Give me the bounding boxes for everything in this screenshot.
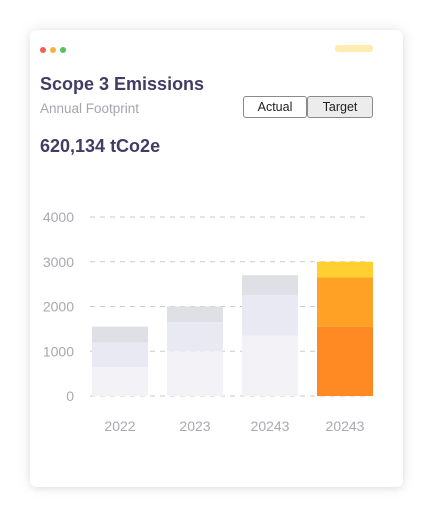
x-tick-label: 20243 (251, 418, 290, 434)
close-dot-icon (40, 47, 46, 53)
emissions-card: Scope 3 Emissions Annual Footprint Actua… (30, 30, 403, 487)
bar-segment (317, 277, 373, 327)
bar-segment (92, 342, 148, 367)
emissions-bar-chart: 0 1000 2000 3000 4000 2022 2023 20243 20243 (43, 209, 373, 434)
bar-segment (167, 306, 223, 323)
card-title: Scope 3 Emissions (40, 74, 205, 94)
bar-segment (167, 322, 223, 352)
bar-segment (317, 261, 373, 278)
x-tick-label: 2023 (179, 418, 210, 434)
x-tick-label: 20243 (326, 418, 365, 434)
target-toggle-button[interactable]: Target (307, 96, 373, 118)
header-accent-bar (335, 45, 373, 52)
actual-toggle-button[interactable]: Actual (243, 96, 307, 118)
bar-segment (242, 295, 298, 336)
bar-segment (242, 335, 298, 396)
x-tick-label: 2022 (104, 418, 135, 434)
y-tick-label: 2000 (43, 299, 74, 315)
y-tick-label: 1000 (43, 343, 74, 359)
y-tick-label: 4000 (43, 209, 74, 225)
bar-segment (92, 326, 148, 343)
maximize-dot-icon (60, 47, 66, 53)
total-emissions-value: 620,134 tCo2e (40, 136, 161, 156)
y-tick-label: 3000 (43, 254, 74, 270)
y-tick-label: 0 (66, 388, 74, 404)
bar-segment (317, 326, 373, 396)
bar-segment (167, 351, 223, 396)
bar-segment (92, 366, 148, 396)
minimize-dot-icon (50, 47, 56, 53)
window-dots (40, 47, 66, 53)
bar-segment (242, 275, 298, 296)
card-subtitle: Annual Footprint (40, 101, 140, 116)
